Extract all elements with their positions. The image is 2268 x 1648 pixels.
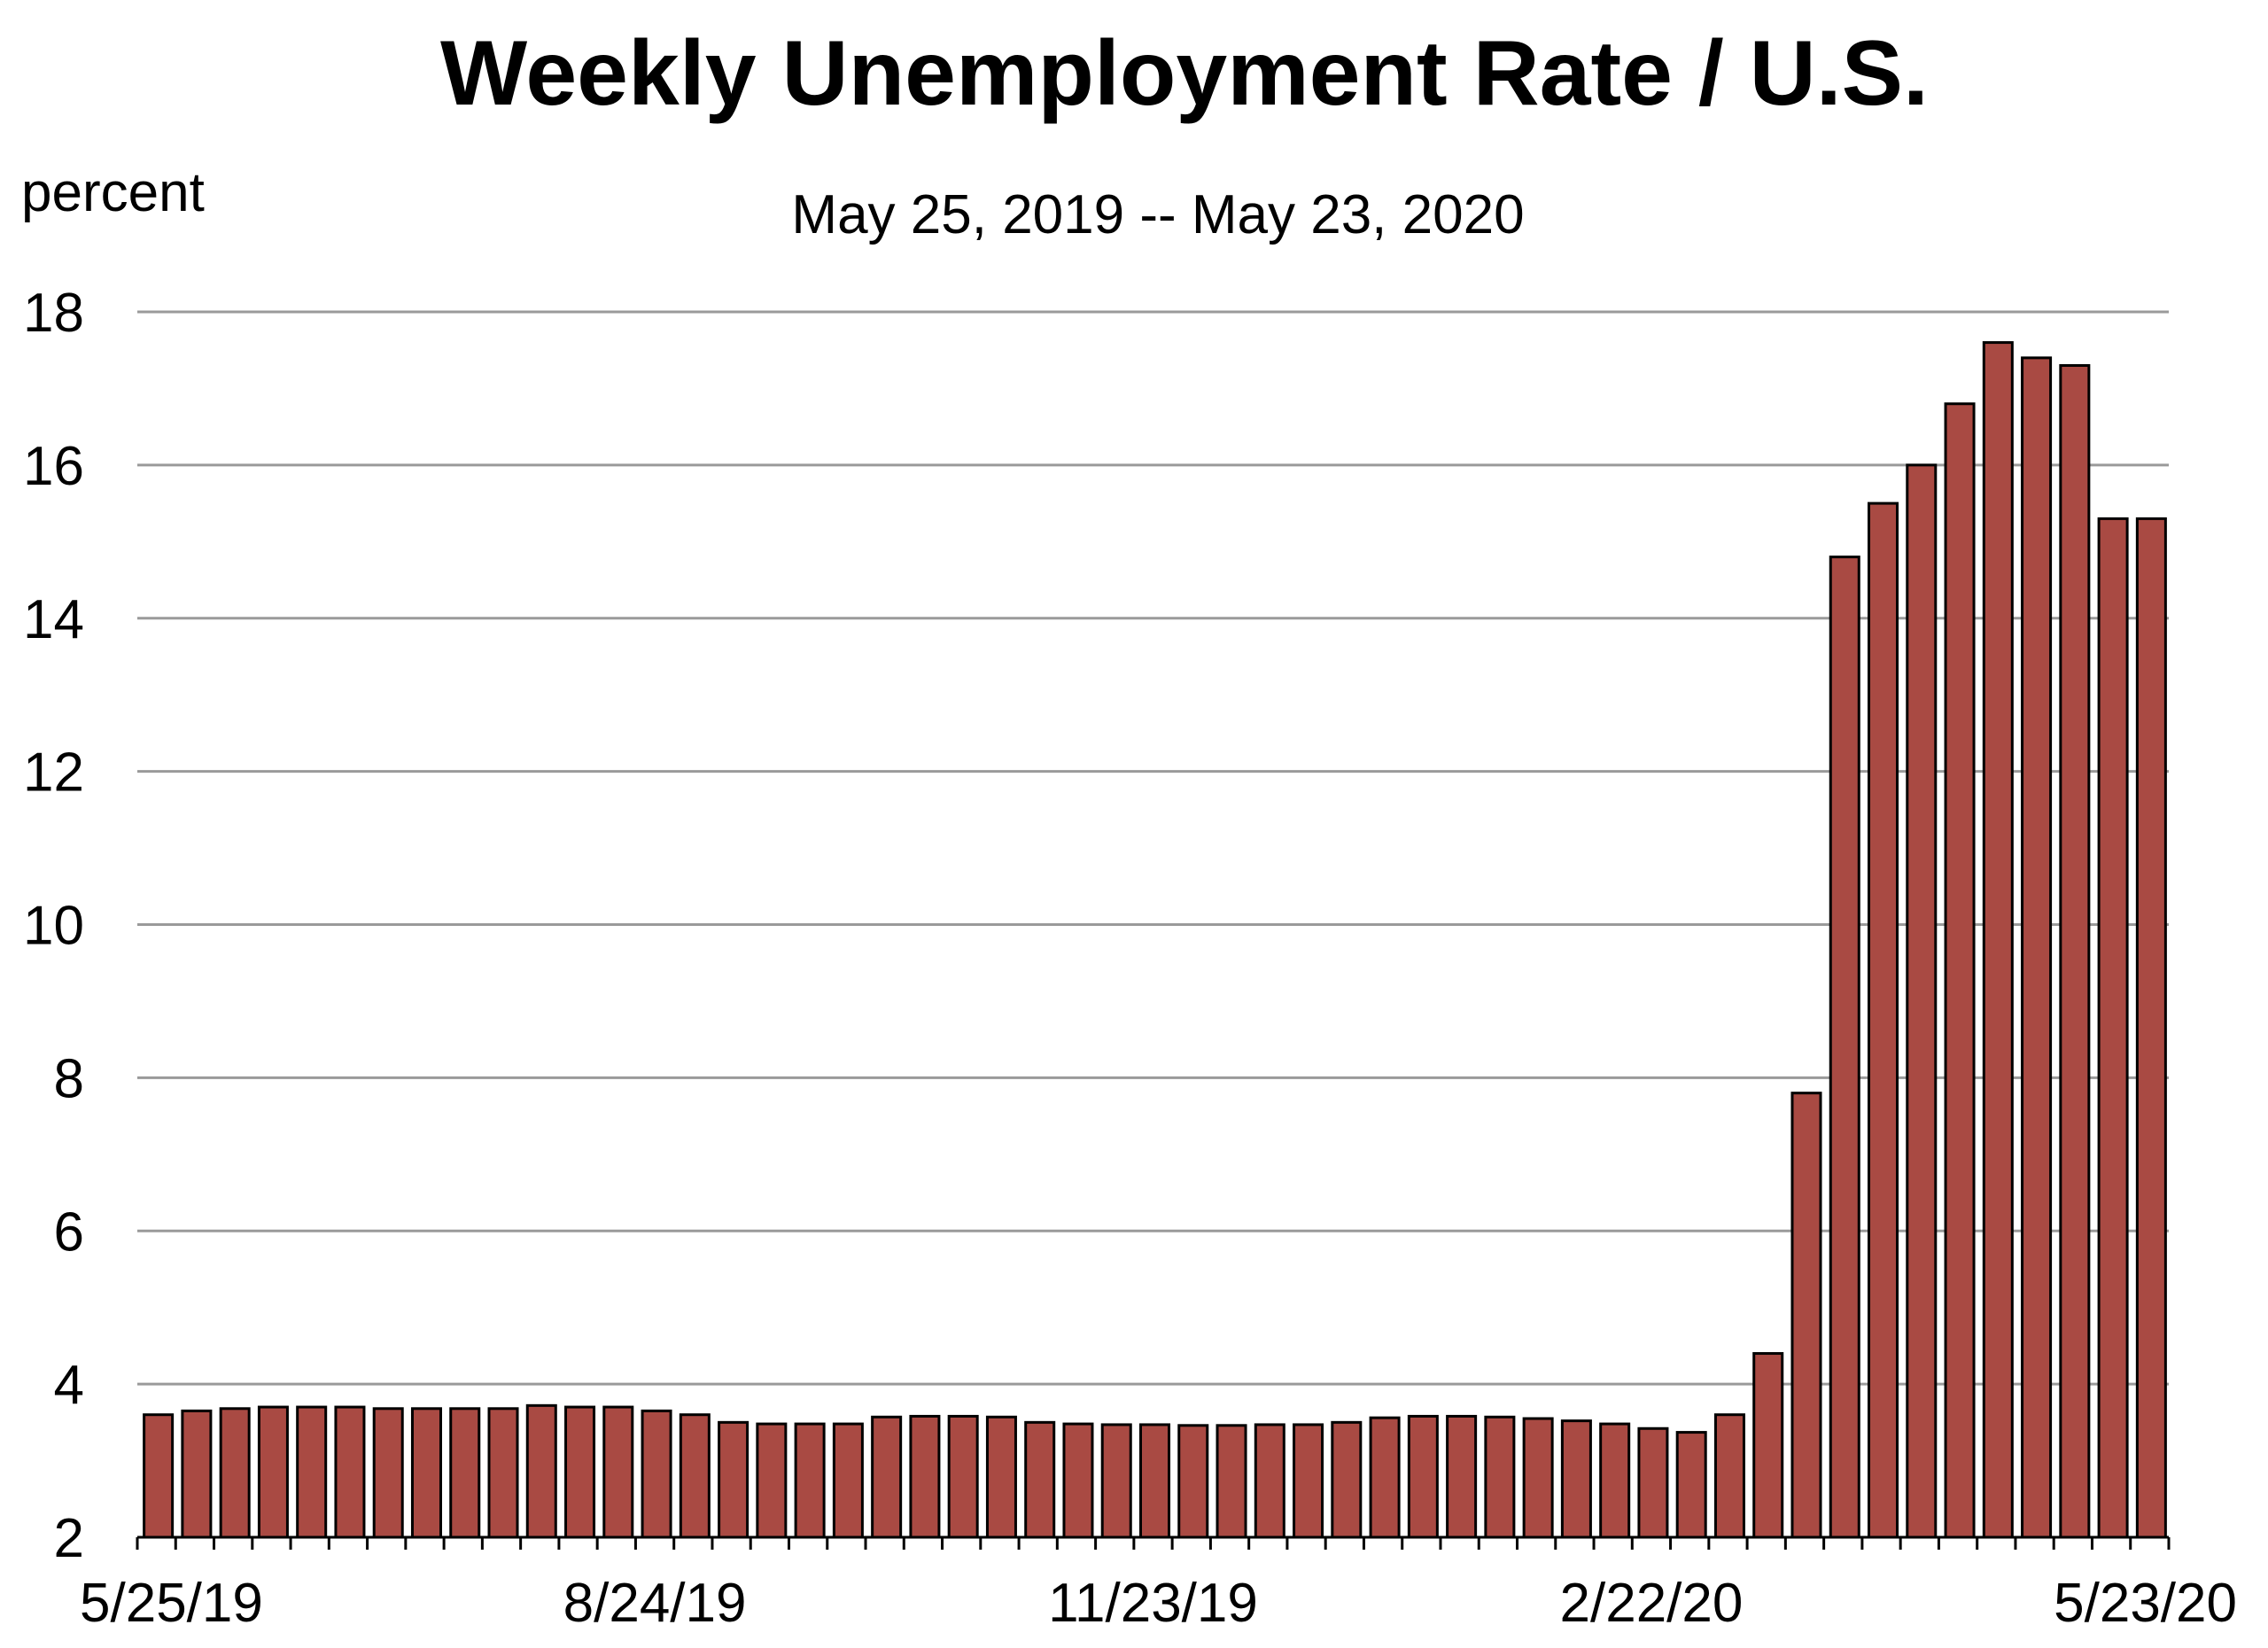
bar	[257, 1405, 289, 1539]
bar	[679, 1413, 711, 1539]
bar	[219, 1407, 251, 1539]
bar	[2097, 517, 2129, 1539]
bar	[2021, 356, 2053, 1539]
bar	[909, 1414, 941, 1539]
bar	[1637, 1426, 1669, 1539]
bar	[487, 1407, 519, 1539]
bar	[985, 1415, 1017, 1539]
y-tick-label: 18	[23, 283, 84, 344]
bar	[449, 1407, 481, 1539]
bar	[564, 1405, 596, 1539]
y-tick-label: 2	[54, 1508, 84, 1569]
bar	[756, 1422, 788, 1539]
bar	[1062, 1422, 1094, 1539]
bar	[1331, 1420, 1363, 1539]
y-tick-label: 12	[23, 742, 84, 804]
bar	[718, 1420, 750, 1539]
y-tick-label: 6	[54, 1201, 84, 1263]
bar	[525, 1403, 557, 1539]
bar	[1177, 1424, 1209, 1539]
bar	[1484, 1415, 1516, 1539]
bar	[1599, 1422, 1631, 1539]
bar	[871, 1415, 903, 1539]
bar	[2135, 517, 2167, 1539]
bar	[334, 1405, 366, 1539]
bar	[1982, 341, 2014, 1539]
bar	[143, 1413, 175, 1539]
bar	[602, 1405, 634, 1539]
x-tick-label: 5/25/19	[80, 1573, 263, 1634]
bar	[1446, 1414, 1478, 1539]
y-tick-label: 14	[23, 589, 84, 650]
bar	[1752, 1352, 1784, 1539]
bar	[1906, 463, 1938, 1539]
x-tick-label: 8/24/19	[563, 1573, 747, 1634]
bar	[1713, 1413, 1745, 1539]
y-tick-label: 4	[54, 1355, 84, 1416]
bar	[2059, 364, 2091, 1539]
bar	[947, 1414, 979, 1539]
y-tick-label: 8	[54, 1048, 84, 1109]
bar	[181, 1409, 213, 1539]
chart-title: Weekly Unemployment Rate / U.S.	[440, 22, 1929, 125]
bar	[1829, 556, 1860, 1539]
x-tick-label: 11/23/19	[1048, 1573, 1258, 1634]
bar	[1560, 1419, 1592, 1539]
bar-series	[143, 341, 2167, 1539]
bar	[794, 1422, 826, 1539]
bar	[1675, 1431, 1707, 1539]
bar	[1254, 1423, 1285, 1539]
axes: 2 4 6 8 10 12 14 16 18 5/25/19 8/24/19 11/23/19 2/22…	[23, 283, 2237, 1634]
x-tick-label: 5/23/20	[2054, 1573, 2237, 1634]
bar	[1138, 1423, 1171, 1539]
bar	[1216, 1424, 1247, 1539]
bar	[641, 1409, 672, 1539]
bar	[372, 1407, 404, 1539]
chart-subtitle: May 25, 2019 -- May 23, 2020	[791, 184, 1524, 245]
gridlines	[137, 310, 2169, 1386]
bar	[296, 1405, 328, 1539]
bar	[1790, 1092, 1822, 1539]
bar	[1293, 1423, 1324, 1539]
bar	[1024, 1420, 1056, 1539]
y-tick-label: 16	[23, 436, 84, 497]
bar	[1944, 402, 1976, 1539]
bar	[1868, 501, 1899, 1539]
y-axis-label: percent	[21, 162, 205, 223]
x-tick-label: 2/22/20	[1560, 1573, 1744, 1634]
bar	[410, 1407, 442, 1539]
bar	[832, 1422, 864, 1539]
bar	[1407, 1414, 1439, 1539]
bar	[1369, 1416, 1401, 1539]
bar	[1100, 1423, 1132, 1539]
bar	[1522, 1417, 1554, 1539]
y-tick-label: 10	[23, 896, 84, 957]
